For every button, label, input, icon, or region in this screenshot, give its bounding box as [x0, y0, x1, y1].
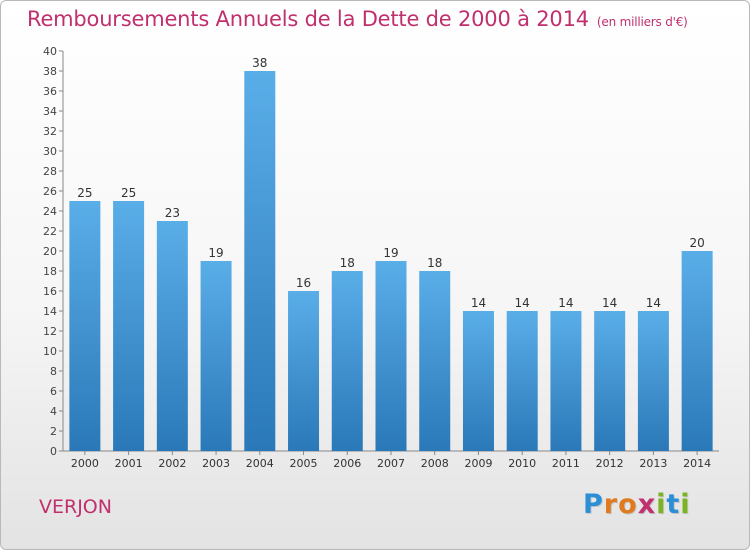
bar-2014 — [681, 251, 713, 451]
logo-letter: P — [583, 489, 604, 520]
bar-value-label: 14 — [471, 296, 486, 310]
bar-value-label: 19 — [383, 246, 398, 260]
y-tick-label: 10 — [43, 345, 57, 358]
bar-2009 — [462, 311, 494, 451]
y-tick-label: 32 — [43, 125, 57, 138]
y-tick-label: 38 — [43, 65, 57, 78]
x-tick-label: 2011 — [552, 457, 580, 470]
bar-value-label: 25 — [121, 186, 136, 200]
chart-title-text: Remboursements Annuels de la Dette de 20… — [27, 7, 589, 31]
x-tick-label: 2007 — [377, 457, 405, 470]
bar-2002 — [156, 221, 188, 451]
y-tick-label: 28 — [43, 165, 57, 178]
x-tick-label: 2010 — [508, 457, 536, 470]
y-tick-label: 14 — [43, 305, 57, 318]
logo-letter: i — [680, 489, 691, 520]
y-tick-label: 34 — [43, 105, 57, 118]
bar-2001 — [113, 201, 145, 451]
bar-value-label: 18 — [340, 256, 355, 270]
x-tick-label: 2008 — [421, 457, 449, 470]
y-tick-label: 8 — [50, 365, 57, 378]
bar-value-label: 14 — [646, 296, 661, 310]
bar-2000 — [69, 201, 101, 451]
bar-value-label: 19 — [208, 246, 223, 260]
bar-value-label: 20 — [689, 236, 704, 250]
logo-letter: x — [637, 489, 657, 520]
logo-letter: i — [656, 489, 667, 520]
x-tick-label: 2014 — [683, 457, 711, 470]
x-tick-label: 2002 — [158, 457, 186, 470]
y-tick-label: 16 — [43, 285, 57, 298]
bar-2012 — [594, 311, 626, 451]
x-tick-label: 2001 — [115, 457, 143, 470]
y-tick-label: 18 — [43, 265, 57, 278]
commune-name: VERJON — [39, 496, 112, 518]
bar-2010 — [506, 311, 538, 451]
y-tick-label: 0 — [50, 445, 57, 458]
y-tick-label: 6 — [50, 385, 57, 398]
chart-subtitle: (en milliers d'€) — [596, 15, 688, 29]
y-tick-label: 4 — [50, 405, 57, 418]
y-tick-label: 20 — [43, 245, 57, 258]
bar-value-label: 14 — [558, 296, 573, 310]
bar-value-label: 25 — [77, 186, 92, 200]
y-tick-label: 2 — [50, 425, 57, 438]
bar-value-label: 16 — [296, 276, 311, 290]
y-tick-label: 12 — [43, 325, 57, 338]
bar-value-label: 14 — [515, 296, 530, 310]
bar-value-label: 18 — [427, 256, 442, 270]
x-tick-label: 2005 — [290, 457, 318, 470]
x-tick-label: 2003 — [202, 457, 230, 470]
x-tick-label: 2004 — [246, 457, 274, 470]
bar-value-label: 14 — [602, 296, 617, 310]
x-tick-label: 2012 — [596, 457, 624, 470]
x-tick-label: 2009 — [464, 457, 492, 470]
bar-2004 — [244, 71, 276, 451]
y-tick-label: 40 — [43, 45, 57, 58]
y-tick-label: 24 — [43, 205, 57, 218]
proxiti-logo: Proxiti — [583, 489, 691, 520]
x-tick-label: 2013 — [639, 457, 667, 470]
bar-2013 — [637, 311, 669, 451]
bar-2003 — [200, 261, 232, 451]
bar-2005 — [288, 291, 320, 451]
y-tick-label: 22 — [43, 225, 57, 238]
x-tick-label: 2006 — [333, 457, 361, 470]
bar-value-label: 38 — [252, 56, 267, 70]
y-tick-label: 26 — [43, 185, 57, 198]
y-tick-label: 36 — [43, 85, 57, 98]
bar-2007 — [375, 261, 407, 451]
bar-2008 — [419, 271, 451, 451]
chart-title: Remboursements Annuels de la Dette de 20… — [27, 7, 688, 31]
x-tick-label: 2000 — [71, 457, 99, 470]
y-tick-label: 30 — [43, 145, 57, 158]
bar-2011 — [550, 311, 582, 451]
logo-letter: o — [618, 489, 638, 520]
logo-letter: t — [666, 489, 681, 520]
bar-2006 — [331, 271, 363, 451]
bar-value-label: 23 — [165, 206, 180, 220]
logo-letter: r — [603, 489, 619, 520]
